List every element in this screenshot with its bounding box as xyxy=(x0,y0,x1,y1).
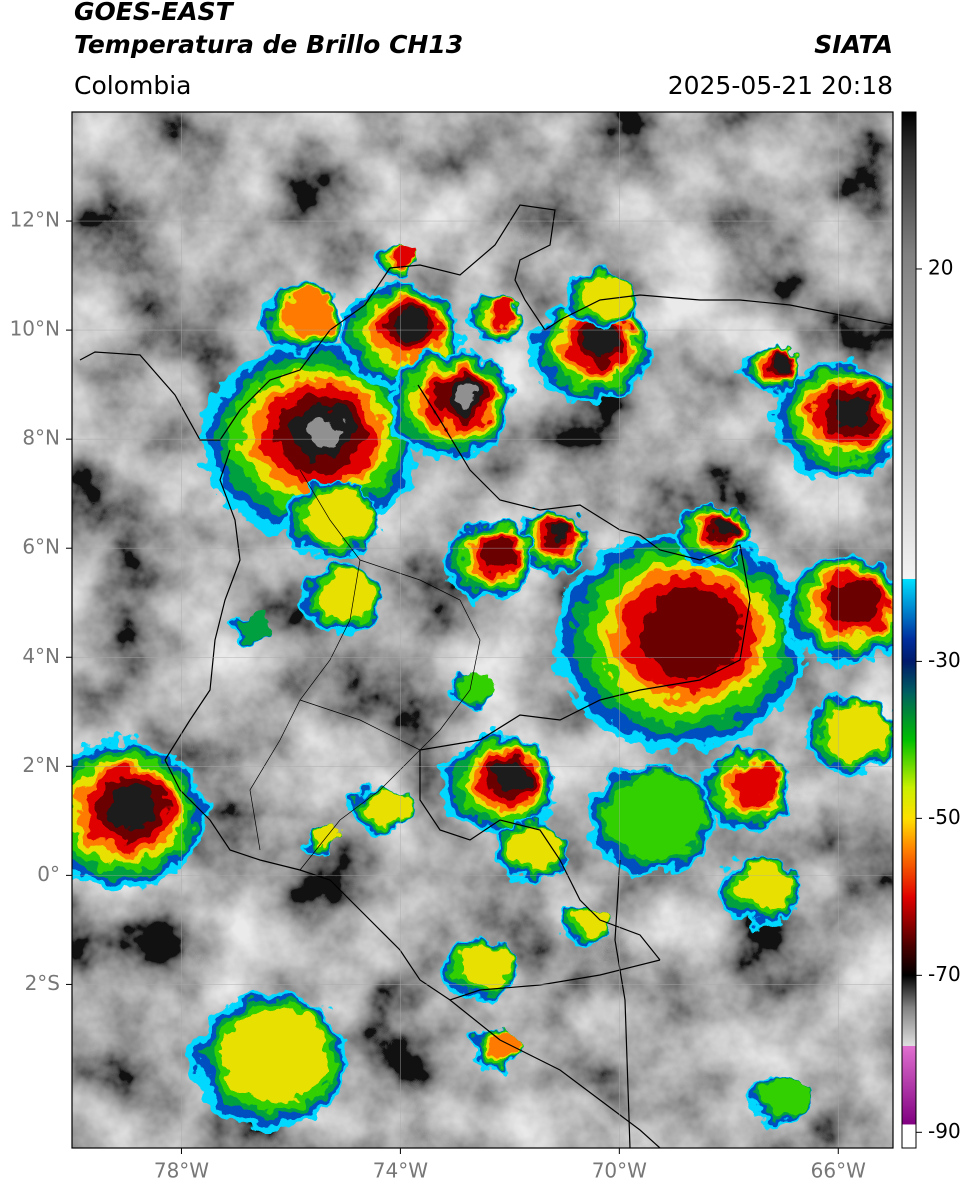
y-tick-label: 6°N xyxy=(22,535,60,559)
cell-layer xyxy=(575,907,607,935)
cell-layer xyxy=(830,581,881,625)
cell-layer xyxy=(238,615,268,641)
cell-layer xyxy=(482,537,519,569)
colorbar-segment xyxy=(902,975,916,1008)
subtitle: Temperatura de Brillo CH13 xyxy=(74,30,463,59)
internal-borders xyxy=(299,699,421,871)
colorbar-tick-label: -70 xyxy=(928,962,961,986)
y-tick-label: 2°N xyxy=(22,753,60,777)
y-tick-label: 0° xyxy=(37,862,60,886)
convective-cells xyxy=(72,242,893,1128)
internal-borders xyxy=(359,559,481,751)
x-tick-label: 78°W xyxy=(154,1159,209,1183)
cell-layer xyxy=(306,415,341,447)
cell-layer xyxy=(711,518,733,536)
colorbar-segment xyxy=(902,896,916,945)
x-tick-label: 66°W xyxy=(811,1159,866,1183)
x-tick-label: 70°W xyxy=(592,1159,647,1183)
colorbar-segment xyxy=(902,849,916,898)
source: SIATA xyxy=(814,30,893,59)
colorbar-segment xyxy=(902,818,916,851)
cell-layer xyxy=(551,523,573,541)
cell-layer xyxy=(318,572,374,620)
cell-layer xyxy=(773,355,791,369)
cell-layer xyxy=(488,1033,517,1057)
cell-layer xyxy=(738,862,794,910)
cell-layer xyxy=(585,327,619,357)
y-tick-label: 12°N xyxy=(10,208,60,232)
cell-layer xyxy=(489,299,519,325)
cell-layer xyxy=(304,488,368,544)
colorbar-segment xyxy=(902,1006,916,1047)
cell-layer xyxy=(393,244,415,264)
colorbar: 20 -30 -50 -70 -90 xyxy=(902,112,961,1149)
colorbar-segment xyxy=(902,1045,916,1125)
cell-layer xyxy=(510,824,562,868)
graticule xyxy=(72,112,893,1148)
y-tick-label: 10°N xyxy=(10,317,60,341)
cell-layer xyxy=(395,312,429,342)
datetime: 2025-05-21 20:18 xyxy=(668,71,893,100)
cell-layer xyxy=(762,1077,807,1117)
colorbar-segment xyxy=(902,112,916,152)
coastline xyxy=(79,204,893,441)
region: Colombia xyxy=(74,71,191,100)
cell-layer xyxy=(453,387,474,405)
map-frame xyxy=(71,111,894,1149)
cell-layer xyxy=(458,672,491,702)
colombia-border xyxy=(417,384,751,961)
cell-layer xyxy=(495,763,529,791)
y-tick-label: 8°N xyxy=(22,426,60,450)
colorbar-segment xyxy=(902,661,916,694)
colorbar-segment xyxy=(902,692,916,741)
cell-layer xyxy=(366,789,406,823)
colombia-border xyxy=(164,759,661,1001)
colombia-pacific-coast xyxy=(164,449,241,761)
brazil-border xyxy=(614,859,631,1148)
colorbar-tick-label: -90 xyxy=(928,1119,961,1143)
colorbar-segment xyxy=(902,151,916,254)
colorbar-segment xyxy=(902,578,916,639)
cell-layer xyxy=(582,275,630,317)
axes: 78°W 74°W 70°W 66°W 12°N 10°N 8°N 6°N 4°N 2°N 0° 2°… xyxy=(10,208,867,1183)
colorbar-segment xyxy=(902,253,916,580)
cell-layer xyxy=(605,774,704,860)
colorbar-segment xyxy=(902,637,916,662)
colorbar-segment xyxy=(902,739,916,788)
y-tick-label: 4°N xyxy=(22,644,60,668)
title: GOES-EAST xyxy=(74,0,235,26)
cell-layer xyxy=(222,1009,330,1103)
colorbar-segment xyxy=(902,1124,916,1149)
borders xyxy=(79,204,893,1148)
cell-layer xyxy=(824,703,888,759)
colorbar-tick-label: -30 xyxy=(928,648,961,672)
map-image xyxy=(72,112,893,1148)
cell-layer xyxy=(460,944,512,988)
cell-layer xyxy=(730,763,778,805)
colorbar-tick-label: -50 xyxy=(928,805,961,829)
colorbar-tick-label: 20 xyxy=(928,255,953,279)
cell-layer xyxy=(314,825,338,847)
x-tick-label: 74°W xyxy=(373,1159,428,1183)
colorbar-segment xyxy=(902,943,916,976)
cell-layer xyxy=(107,786,157,828)
cell-layer xyxy=(833,395,871,429)
colorbar-frame xyxy=(901,111,917,1149)
internal-borders xyxy=(249,469,361,851)
peru-border xyxy=(449,999,661,1148)
colorbar-segment xyxy=(902,786,916,819)
y-tick-label: 2°S xyxy=(25,971,60,995)
cell-layer xyxy=(283,294,332,336)
cell-layer xyxy=(639,589,742,677)
